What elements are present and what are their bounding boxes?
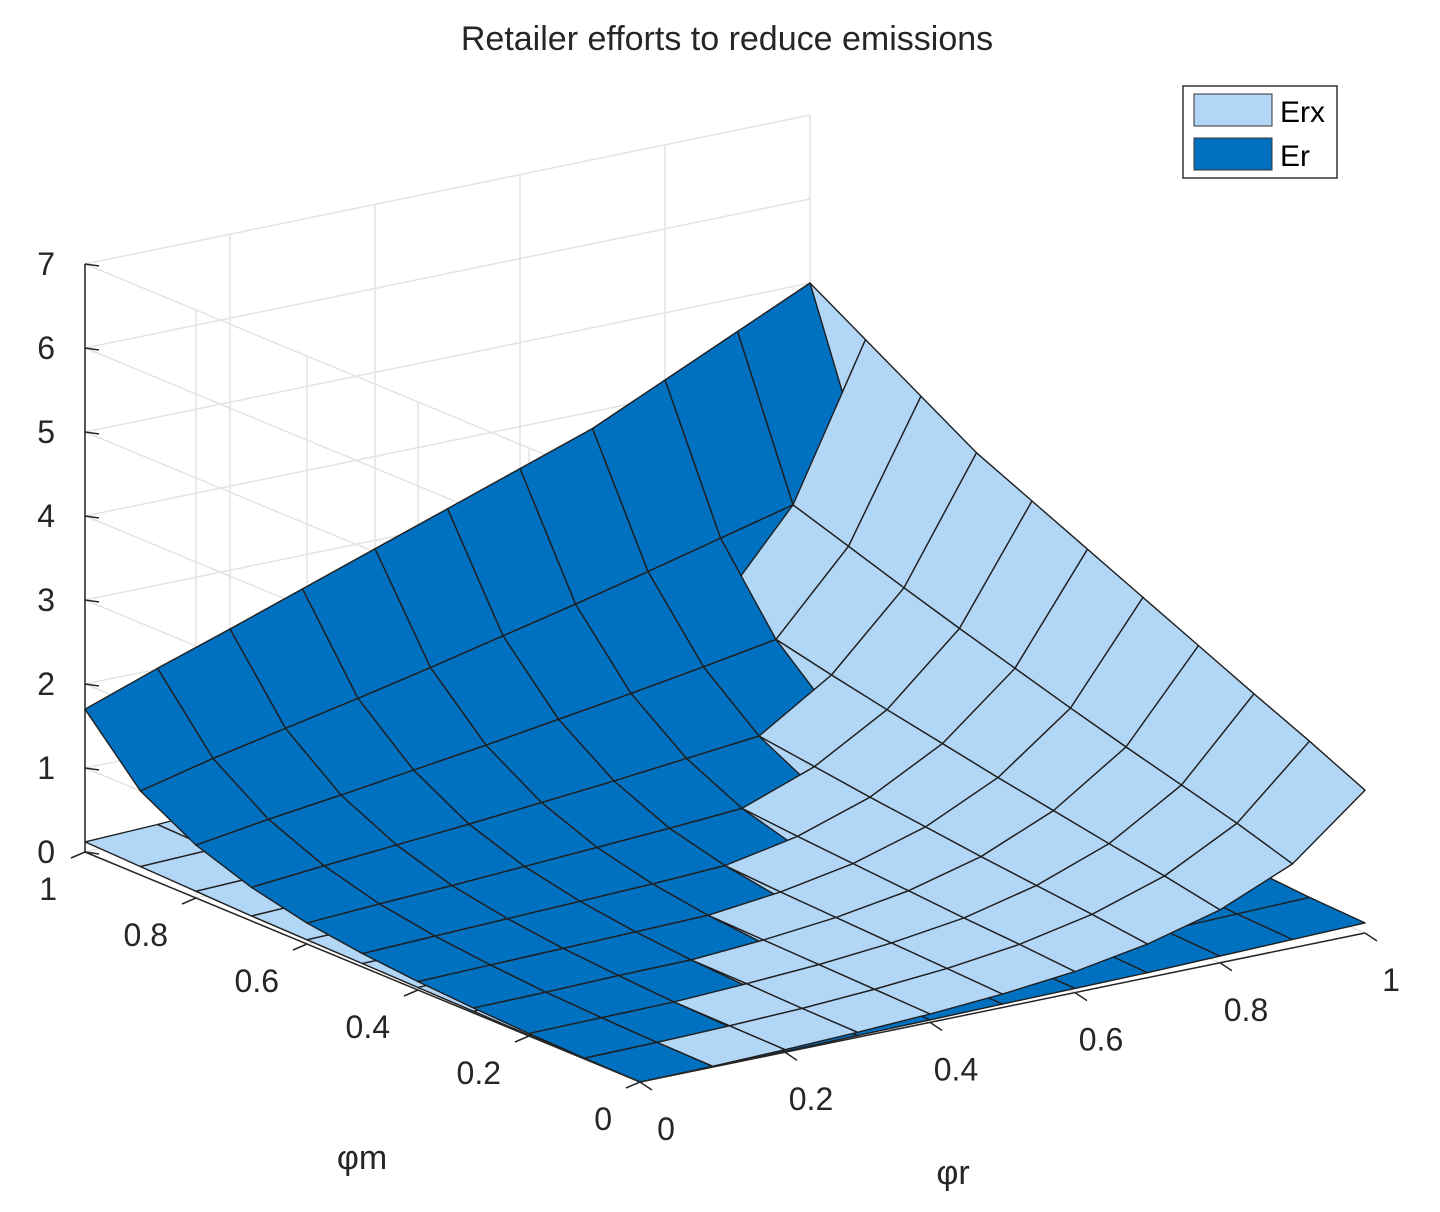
z-tick [84, 431, 100, 435]
y-tick-label: 0 [594, 1101, 612, 1137]
y-tick-label: 0.4 [346, 1009, 390, 1045]
grid-line-z [84, 114, 811, 265]
x-tick [929, 1021, 943, 1032]
legend-label-erx: Erx [1280, 96, 1325, 129]
x-axis-label: φr [936, 1154, 969, 1192]
z-tick-label: 0 [37, 834, 55, 870]
z-tick-label: 2 [37, 666, 55, 702]
surface-layer [84, 282, 1366, 1083]
z-tick [84, 851, 100, 855]
z-tick [84, 683, 100, 687]
z-tick [84, 599, 100, 603]
y-tick [292, 943, 308, 951]
x-tick [1364, 932, 1378, 942]
grid-line-z [84, 282, 811, 433]
x-tick-label: 1 [1382, 962, 1400, 998]
legend: Erx Er [1182, 85, 1338, 179]
legend-swatch-er [1193, 137, 1273, 171]
x-tick [1219, 962, 1233, 972]
z-tick-label: 6 [37, 330, 55, 366]
x-tick [784, 1051, 798, 1061]
x-tick [1074, 991, 1088, 1002]
chart-title: Retailer efforts to reduce emissions [461, 20, 993, 58]
grid-line-z [84, 198, 811, 349]
legend-swatch-erx [1193, 93, 1273, 127]
y-axis-line [84, 851, 641, 1083]
x-tick-label: 0.6 [1079, 1022, 1123, 1058]
z-tick-label: 5 [37, 414, 55, 450]
y-tick-label: 0.6 [235, 963, 279, 999]
y-tick-label: 1 [39, 871, 57, 907]
y-tick [403, 989, 419, 997]
y-tick [625, 1081, 641, 1089]
x-tick-label: 0.4 [934, 1051, 978, 1087]
y-tick [514, 1035, 530, 1043]
z-tick-label: 3 [37, 582, 55, 618]
y-tick-label: 0.2 [457, 1055, 501, 1091]
z-tick [84, 347, 100, 351]
y-tick [70, 851, 86, 859]
x-tick-label: 0.2 [789, 1081, 833, 1117]
y-tick-label: 0.8 [124, 917, 168, 953]
x-tick [639, 1081, 653, 1091]
x-axis-line [639, 932, 1366, 1083]
y-axis-label: φm [337, 1139, 387, 1177]
z-tick [84, 767, 100, 771]
z-tick-label: 7 [37, 246, 55, 282]
z-tick [84, 263, 100, 267]
x-tick-label: 0 [657, 1111, 675, 1147]
z-tick-label: 1 [37, 750, 55, 786]
legend-label-er: Er [1280, 140, 1310, 173]
z-tick-label: 4 [37, 498, 55, 534]
y-tick [181, 897, 197, 905]
z-tick [84, 515, 100, 519]
x-tick-label: 0.8 [1224, 992, 1268, 1028]
